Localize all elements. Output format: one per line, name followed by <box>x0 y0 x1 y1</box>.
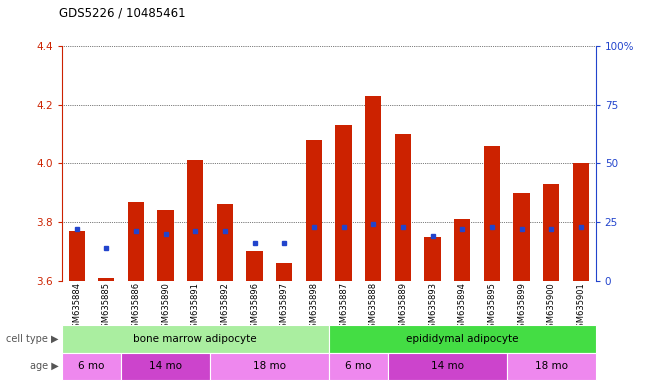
Text: bone marrow adipocyte: bone marrow adipocyte <box>133 334 257 344</box>
Bar <box>121 353 210 380</box>
Bar <box>187 161 204 281</box>
Text: 6 mo: 6 mo <box>78 361 105 371</box>
Bar <box>128 202 144 281</box>
Text: 18 mo: 18 mo <box>534 361 568 371</box>
Bar <box>388 353 506 380</box>
Bar <box>276 263 292 281</box>
Bar <box>365 96 381 281</box>
Bar <box>506 353 596 380</box>
Bar <box>335 125 352 281</box>
Bar <box>543 184 559 281</box>
Bar <box>210 353 329 380</box>
Bar <box>306 140 322 281</box>
Bar <box>329 353 388 380</box>
Text: 6 mo: 6 mo <box>345 361 372 371</box>
Bar <box>217 204 233 281</box>
Bar <box>454 219 471 281</box>
Text: age ▶: age ▶ <box>30 361 59 371</box>
Bar <box>62 353 121 380</box>
Bar <box>514 193 530 281</box>
Bar <box>68 231 85 281</box>
Bar <box>329 325 596 353</box>
Text: epididymal adipocyte: epididymal adipocyte <box>406 334 518 344</box>
Text: 14 mo: 14 mo <box>149 361 182 371</box>
Text: GDS5226 / 10485461: GDS5226 / 10485461 <box>59 6 186 19</box>
Bar <box>247 252 263 281</box>
Bar <box>158 210 174 281</box>
Bar <box>395 134 411 281</box>
Bar <box>62 325 329 353</box>
Bar <box>424 237 441 281</box>
Bar <box>573 164 589 281</box>
Bar <box>484 146 500 281</box>
Text: cell type ▶: cell type ▶ <box>6 334 59 344</box>
Bar <box>98 278 115 281</box>
Text: 18 mo: 18 mo <box>253 361 286 371</box>
Text: 14 mo: 14 mo <box>431 361 464 371</box>
